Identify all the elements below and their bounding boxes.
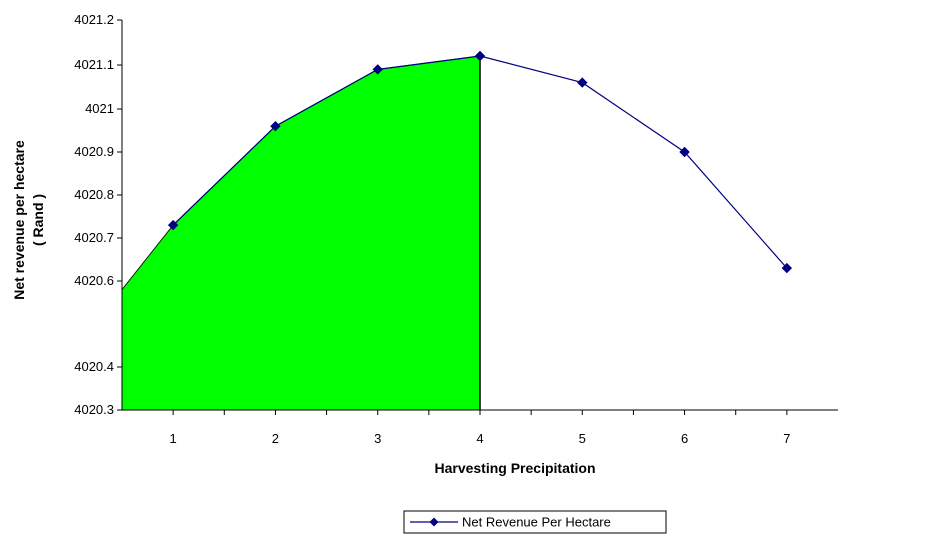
x-tick-label: 6 — [681, 431, 688, 446]
data-point — [577, 77, 588, 88]
data-point — [679, 146, 690, 158]
x-tick-label: 3 — [374, 431, 381, 446]
legend-box — [403, 510, 667, 534]
data-point — [270, 120, 281, 132]
y-tick-label: 4021.1 — [74, 57, 114, 72]
y-tick-label: 4020.7 — [74, 230, 114, 245]
legend-marker — [429, 517, 439, 527]
y-tick-label: 4021 — [85, 101, 114, 116]
x-tick-label: 7 — [783, 431, 790, 446]
data-point — [372, 64, 383, 75]
data-point — [167, 219, 179, 231]
legend-label: Net Revenue Per Hectare — [462, 515, 611, 530]
x-tick-label: 5 — [579, 431, 586, 446]
x-tick-label: 2 — [272, 431, 279, 446]
x-tick-label: 1 — [170, 431, 177, 446]
y-tick-label: 4020.4 — [74, 359, 114, 374]
y-axis-title-unit: ( Rand ) — [30, 194, 46, 246]
y-axis-title: Net revenue per hectare — [11, 140, 27, 300]
y-tick-label: 4020.8 — [74, 187, 114, 202]
x-tick-label: 4 — [476, 431, 483, 446]
data-point — [781, 262, 793, 274]
y-tick-label: 4020.6 — [74, 273, 114, 288]
y-tick-label: 4021.2 — [74, 12, 114, 27]
data-point — [474, 50, 486, 62]
area-fill — [122, 56, 480, 410]
y-tick-label: 4020.3 — [74, 402, 114, 417]
y-tick-label: 4020.9 — [74, 144, 114, 159]
x-axis-title: Harvesting Precipitation — [434, 460, 595, 476]
